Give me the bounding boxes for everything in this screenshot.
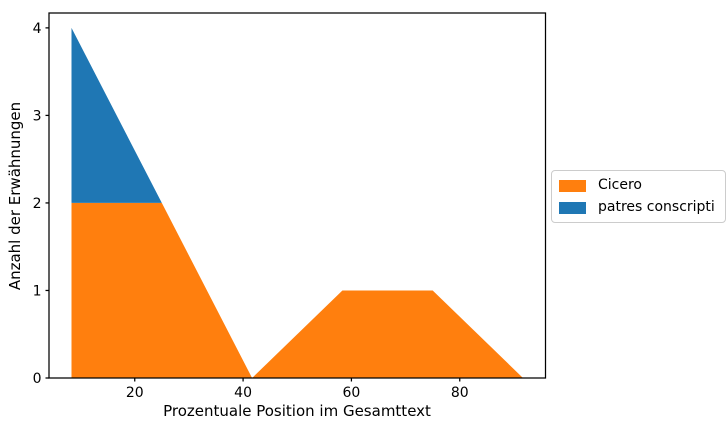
- legend-swatch-cicero: [559, 179, 586, 192]
- area-cicero: [71, 202, 523, 378]
- y-tick-label: 2: [33, 196, 42, 212]
- y-tick-label: 1: [33, 283, 42, 299]
- legend-label-cicero: Cicero: [598, 177, 642, 193]
- y-tick-label: 3: [33, 108, 42, 124]
- legend: Cicero patres conscripti: [551, 170, 726, 223]
- legend-label-patres-conscripti: patres conscripti: [598, 199, 715, 215]
- legend-swatch-patres-conscripti: [559, 201, 586, 214]
- legend-entry-patres-conscripti: patres conscripti: [559, 199, 715, 216]
- x-tick-label: 40: [234, 385, 252, 401]
- x-axis-title: Prozentuale Position im Gesamttext: [163, 402, 431, 420]
- y-tick-label: 0: [33, 371, 42, 387]
- x-tick-label: 60: [343, 385, 361, 401]
- y-tick-label: 4: [33, 21, 42, 37]
- x-tick-label: 80: [451, 385, 469, 401]
- y-axis-title: Anzahl der Erwähnungen: [6, 101, 24, 291]
- plot-border: [48, 12, 547, 379]
- legend-entry-cicero: Cicero: [559, 177, 715, 194]
- x-tick-label: 20: [126, 385, 144, 401]
